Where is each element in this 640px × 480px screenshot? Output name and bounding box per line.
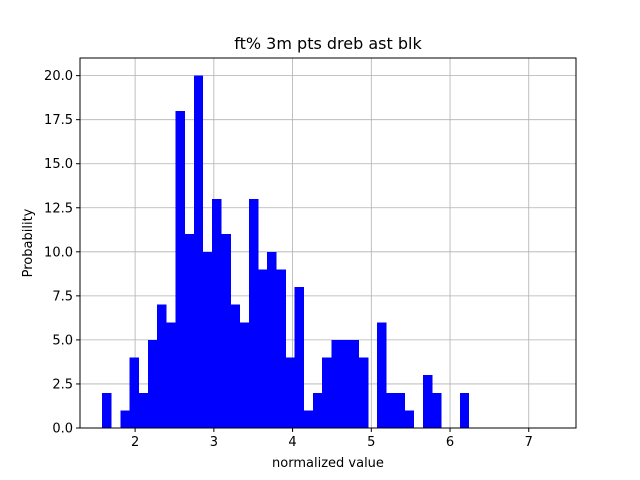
y-tick-label: 2.5 <box>52 377 73 392</box>
histogram-bar <box>138 392 149 428</box>
histogram-bar <box>147 339 158 428</box>
x-axis: 2 3 4 5 6 7 <box>131 428 533 450</box>
y-tick-label: 0.0 <box>52 422 73 437</box>
histogram-bars <box>102 75 470 428</box>
histogram-bar <box>184 234 195 428</box>
y-tick-label: 12.5 <box>44 201 73 216</box>
histogram-bar <box>303 410 314 428</box>
y-tick-label: 5.0 <box>52 333 73 348</box>
y-tick-label: 15.0 <box>44 157 73 172</box>
x-axis-label: normalized value <box>272 456 384 471</box>
histogram-bar <box>294 287 305 428</box>
histogram-bar <box>221 234 231 428</box>
plot-frame <box>79 57 577 429</box>
histogram-bar <box>377 322 387 428</box>
histogram-bar <box>193 75 204 428</box>
x-tick-label: 7 <box>525 435 533 450</box>
histogram-bar <box>120 410 130 428</box>
histogram-bar <box>395 392 406 428</box>
y-tick-label: 10.0 <box>44 245 73 260</box>
histogram-bar <box>166 322 176 428</box>
chart-title: ft% 3m pts dreb ast blk <box>234 34 422 53</box>
histogram-bar <box>102 392 112 428</box>
y-axis-label: Probability <box>21 208 36 277</box>
histogram-bar <box>459 392 470 428</box>
histogram-bar <box>285 357 295 428</box>
histogram-bar <box>349 339 360 428</box>
y-tick-label: 17.5 <box>44 113 73 128</box>
histogram-bar <box>267 251 277 428</box>
histogram-bar <box>276 269 286 428</box>
histogram-bar <box>404 410 415 428</box>
x-tick-label: 6 <box>446 435 454 450</box>
histogram-bar <box>331 339 341 428</box>
histogram-bar <box>212 198 222 428</box>
histogram-bar <box>322 357 332 428</box>
histogram-bar <box>386 392 396 428</box>
histogram-bar <box>313 392 323 428</box>
histogram-bar <box>257 269 268 428</box>
histogram-bar <box>239 322 250 428</box>
y-tick-label: 7.5 <box>52 289 73 304</box>
x-tick-label: 2 <box>131 435 139 450</box>
x-tick-label: 5 <box>367 435 375 450</box>
y-axis: 0.0 2.5 5.0 7.5 10.0 12.5 15.0 17.5 20.0 <box>44 69 80 437</box>
histogram-bar <box>230 304 240 428</box>
x-tick-label: 3 <box>210 435 218 450</box>
histogram-bar <box>340 339 350 428</box>
histogram-bar <box>129 357 140 428</box>
histogram-bar <box>358 357 369 428</box>
histogram-bar <box>432 392 442 428</box>
histogram-bar <box>202 251 213 428</box>
histogram-bar <box>423 375 433 428</box>
x-tick-label: 4 <box>288 435 296 450</box>
y-tick-label: 20.0 <box>44 69 73 84</box>
histogram-bar <box>157 304 167 428</box>
histogram-bar <box>248 198 259 428</box>
histogram-bar <box>175 110 185 428</box>
